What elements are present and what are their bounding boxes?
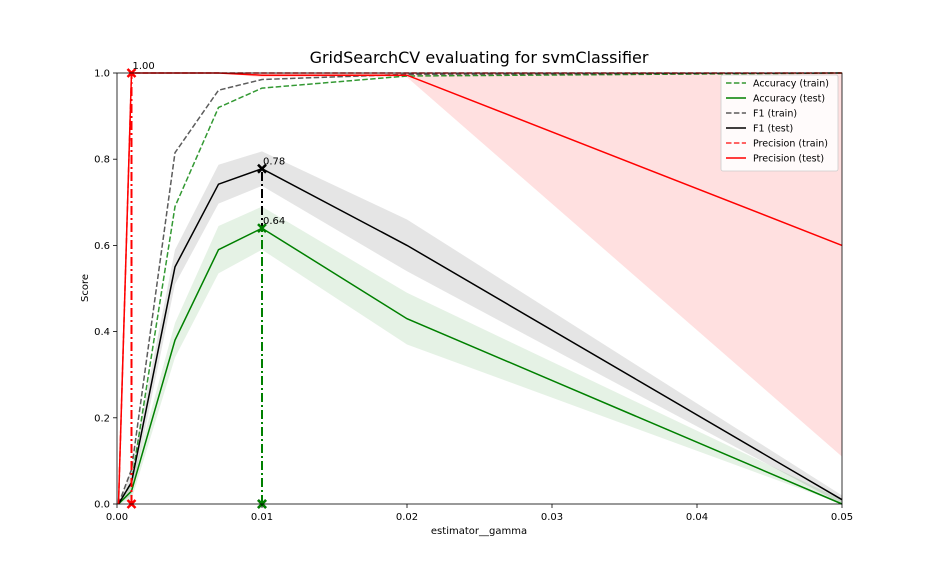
x-tick-label: 0.00 bbox=[106, 512, 128, 523]
std-bands bbox=[118, 73, 842, 504]
x-tick-label: 0.01 bbox=[251, 512, 273, 523]
x-tick-label: 0.03 bbox=[541, 512, 563, 523]
std-band-accuracy-test bbox=[118, 206, 842, 504]
legend-label-f1-train: F1 (train) bbox=[753, 109, 797, 120]
legend: Accuracy (train) Accuracy (test) F1 (train… bbox=[720, 74, 839, 172]
x-tick-label: 0.04 bbox=[686, 512, 708, 523]
x-tick-label: 0.05 bbox=[831, 512, 853, 523]
std-band-precision-test bbox=[118, 73, 842, 504]
y-tick-label: 0.6 bbox=[94, 241, 110, 252]
best-label-f1-test: 0.78 bbox=[263, 157, 285, 168]
plot-frame bbox=[116, 72, 843, 505]
legend-label-accuracy-test: Accuracy (test) bbox=[753, 94, 825, 105]
y-tick-label: 0.4 bbox=[94, 327, 110, 338]
x-axis-label: estimator__gamma bbox=[431, 526, 527, 537]
legend-label-accuracy-train: Accuracy (train) bbox=[753, 79, 829, 90]
y-tick-label: 1.0 bbox=[94, 69, 110, 80]
best-label-accuracy-test: 0.64 bbox=[263, 216, 285, 227]
best-label-precision-test: 1.00 bbox=[133, 61, 155, 72]
y-tick-label: 0.0 bbox=[94, 500, 110, 511]
legend-label-precision-train: Precision (train) bbox=[753, 139, 828, 150]
y-axis-label: Score bbox=[80, 274, 91, 302]
chart-title: GridSearchCV evaluating for svmClassifie… bbox=[310, 48, 649, 67]
x-axis-ticks: 0.00 0.01 0.02 0.03 0.04 0.05 bbox=[106, 504, 853, 523]
best-marker-f1-test bbox=[257, 163, 267, 174]
y-tick-label: 0.2 bbox=[94, 413, 110, 424]
legend-box bbox=[720, 74, 839, 172]
best-marker-accuracy-test bbox=[257, 223, 267, 234]
y-tick-label: 0.8 bbox=[94, 155, 110, 166]
legend-label-f1-test: F1 (test) bbox=[753, 124, 793, 135]
legend-label-precision-test: Precision (test) bbox=[753, 154, 824, 165]
y-axis-ticks: 0.0 0.2 0.4 0.6 0.8 1.0 bbox=[94, 69, 117, 511]
x-tick-label: 0.02 bbox=[396, 512, 418, 523]
